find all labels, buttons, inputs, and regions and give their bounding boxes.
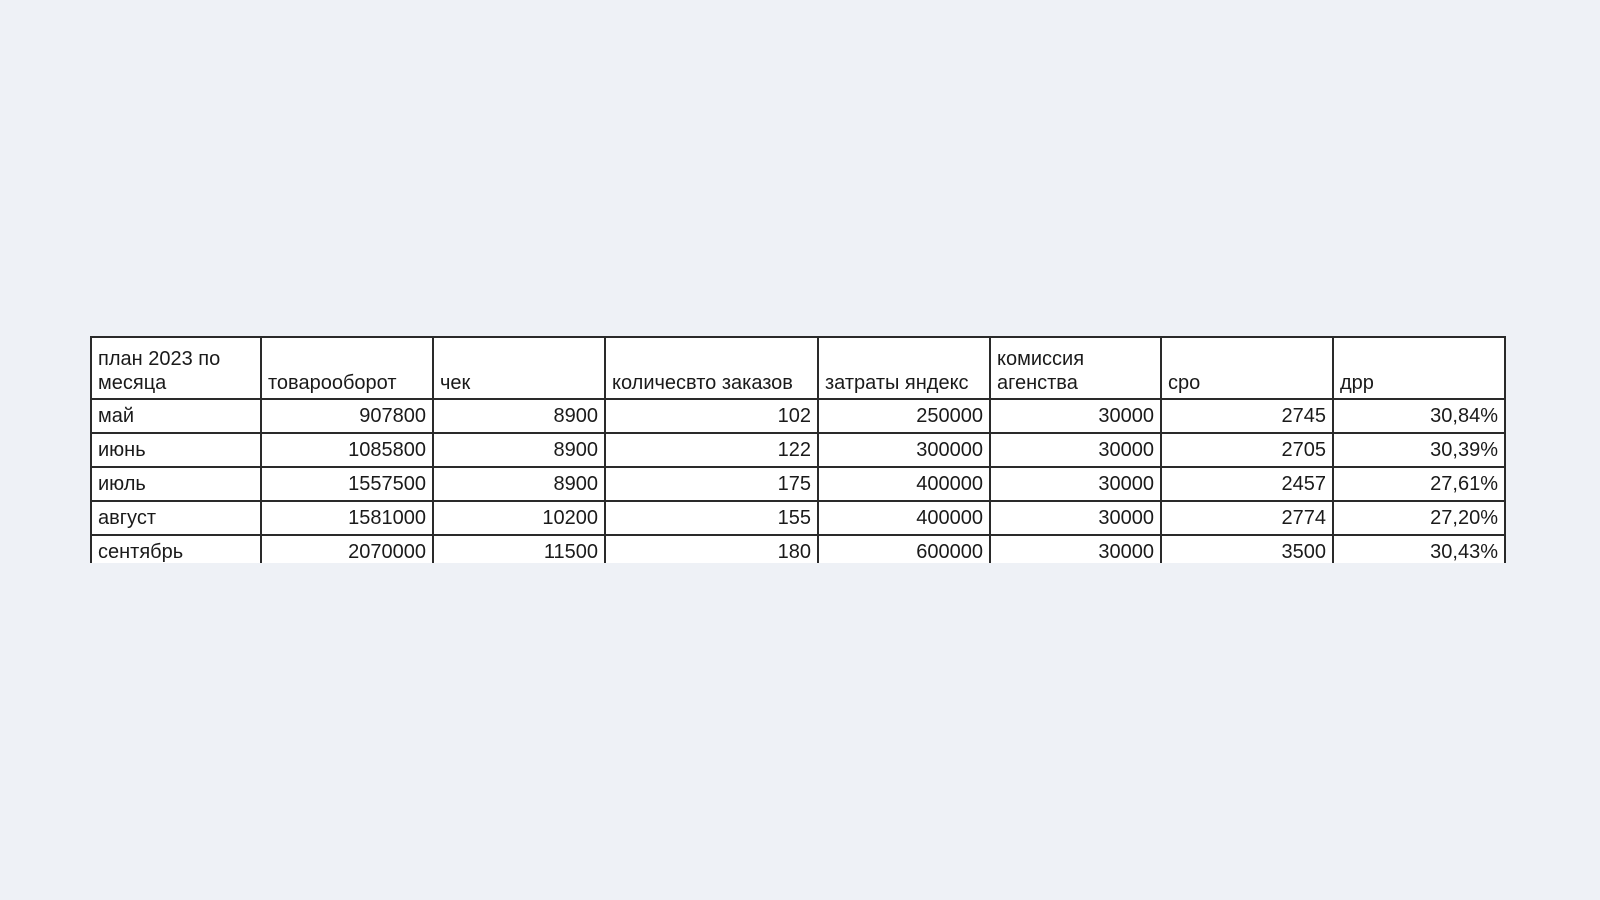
header-row: план 2023 по месяца товарооборот чек количе… (90, 336, 1506, 400)
value-cell: 250000 (817, 398, 991, 434)
value-cell: 300000 (817, 432, 991, 468)
month-cell: май (90, 398, 262, 434)
value-cell: 8900 (432, 432, 606, 468)
value-cell: 30,43% (1332, 534, 1506, 563)
month-cell: август (90, 500, 262, 536)
value-cell: 2774 (1160, 500, 1334, 536)
value-cell: 11500 (432, 534, 606, 563)
column-header: cpo (1160, 336, 1334, 400)
column-header: количесвто заказов (604, 336, 819, 400)
value-cell: 400000 (817, 500, 991, 536)
column-header: чек (432, 336, 606, 400)
month-cell: июль (90, 466, 262, 502)
value-cell: 30000 (989, 534, 1162, 563)
value-cell: 8900 (432, 398, 606, 434)
value-cell: 30000 (989, 432, 1162, 468)
value-cell: 180 (604, 534, 819, 563)
table-row: июнь 1085800 8900 122 300000 30000 2705 30,39% (90, 432, 1506, 468)
value-cell: 155 (604, 500, 819, 536)
table-row: август 1581000 10200 155 400000 30000 2774 27,2… (90, 500, 1506, 536)
value-cell: 8900 (432, 466, 606, 502)
value-cell: 30,39% (1332, 432, 1506, 468)
value-cell: 10200 (432, 500, 606, 536)
value-cell: 3500 (1160, 534, 1334, 563)
value-cell: 30,84% (1332, 398, 1506, 434)
value-cell: 27,61% (1332, 466, 1506, 502)
value-cell: 907800 (260, 398, 434, 434)
column-header: дрр (1332, 336, 1506, 400)
value-cell: 27,20% (1332, 500, 1506, 536)
value-cell: 1581000 (260, 500, 434, 536)
value-cell: 175 (604, 466, 819, 502)
table-row: май 907800 8900 102 250000 30000 2745 30,84% (90, 398, 1506, 434)
value-cell: 400000 (817, 466, 991, 502)
month-cell: сентябрь (90, 534, 262, 563)
value-cell: 2745 (1160, 398, 1334, 434)
table-image-crop: план 2023 по месяца товарооборот чек количе… (90, 336, 1507, 563)
value-cell: 1557500 (260, 466, 434, 502)
table-row: июль 1557500 8900 175 400000 30000 2457 27,61% (90, 466, 1506, 502)
column-header: план 2023 по месяца (90, 336, 262, 400)
value-cell: 600000 (817, 534, 991, 563)
month-cell: июнь (90, 432, 262, 468)
table-row: сентябрь 2070000 11500 180 600000 30000 3500 30… (90, 534, 1506, 563)
value-cell: 122 (604, 432, 819, 468)
value-cell: 30000 (989, 466, 1162, 502)
value-cell: 30000 (989, 398, 1162, 434)
value-cell: 2705 (1160, 432, 1334, 468)
column-header: товарооборот (260, 336, 434, 400)
value-cell: 2070000 (260, 534, 434, 563)
plan-table: план 2023 по месяца товарооборот чек количе… (90, 336, 1506, 563)
column-header: затраты яндекс (817, 336, 991, 400)
value-cell: 2457 (1160, 466, 1334, 502)
value-cell: 102 (604, 398, 819, 434)
value-cell: 1085800 (260, 432, 434, 468)
value-cell: 30000 (989, 500, 1162, 536)
column-header: комиссия агенства (989, 336, 1162, 400)
